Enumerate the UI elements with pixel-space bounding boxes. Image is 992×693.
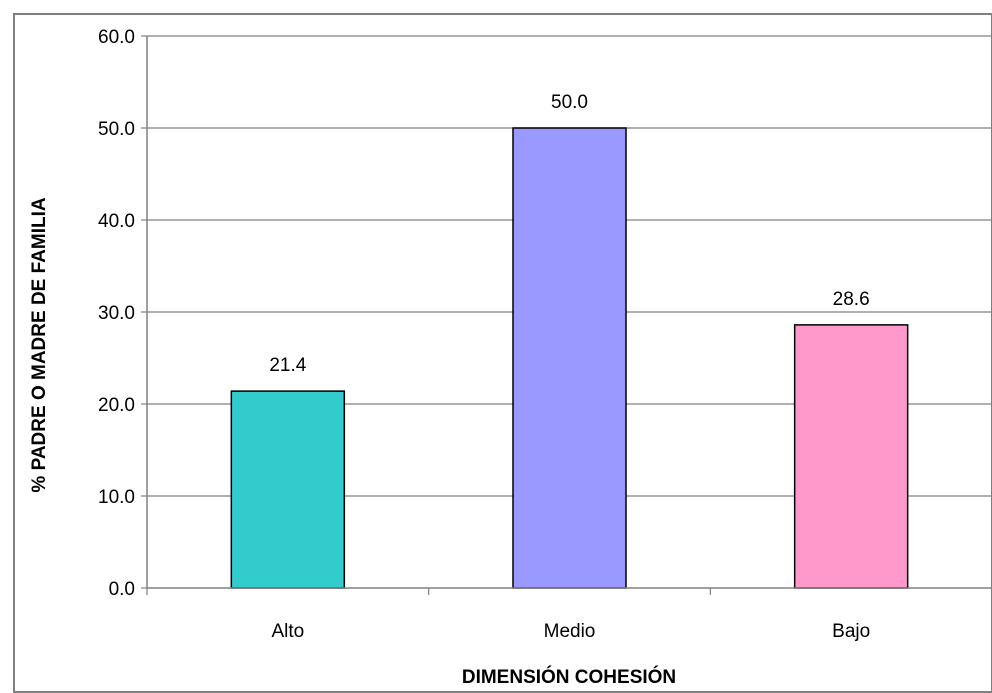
x-tick-label: Medio <box>544 621 596 642</box>
bar-bajo <box>793 324 909 589</box>
y-axis-title: % PADRE O MADRE DE FAMILIA <box>29 197 50 492</box>
data-label: 50.0 <box>551 92 588 113</box>
y-tick-label: 30.0 <box>98 303 135 324</box>
y-tick-label: 0.0 <box>109 579 135 600</box>
y-tick-label: 40.0 <box>98 211 135 232</box>
x-tick-label: Alto <box>271 621 304 642</box>
bars <box>230 127 909 589</box>
y-tick-label: 10.0 <box>98 487 135 508</box>
y-tick-label: 60.0 <box>98 27 135 48</box>
x-axis-title: DIMENSIÓN COHESIÓN <box>462 666 676 688</box>
bar-medio <box>512 127 627 589</box>
axes <box>146 36 992 589</box>
labels: 0.0 10.0 20.0 30.0 40.0 50.0 60.0 21.4 Alto 50.0 M… <box>98 27 870 642</box>
y-tick-label: 50.0 <box>98 119 135 140</box>
data-label: 28.6 <box>833 289 870 310</box>
bar-alto <box>230 390 346 589</box>
data-label: 21.4 <box>269 355 306 376</box>
y-tick-label: 20.0 <box>98 395 135 416</box>
x-tick-label: Bajo <box>832 621 870 642</box>
